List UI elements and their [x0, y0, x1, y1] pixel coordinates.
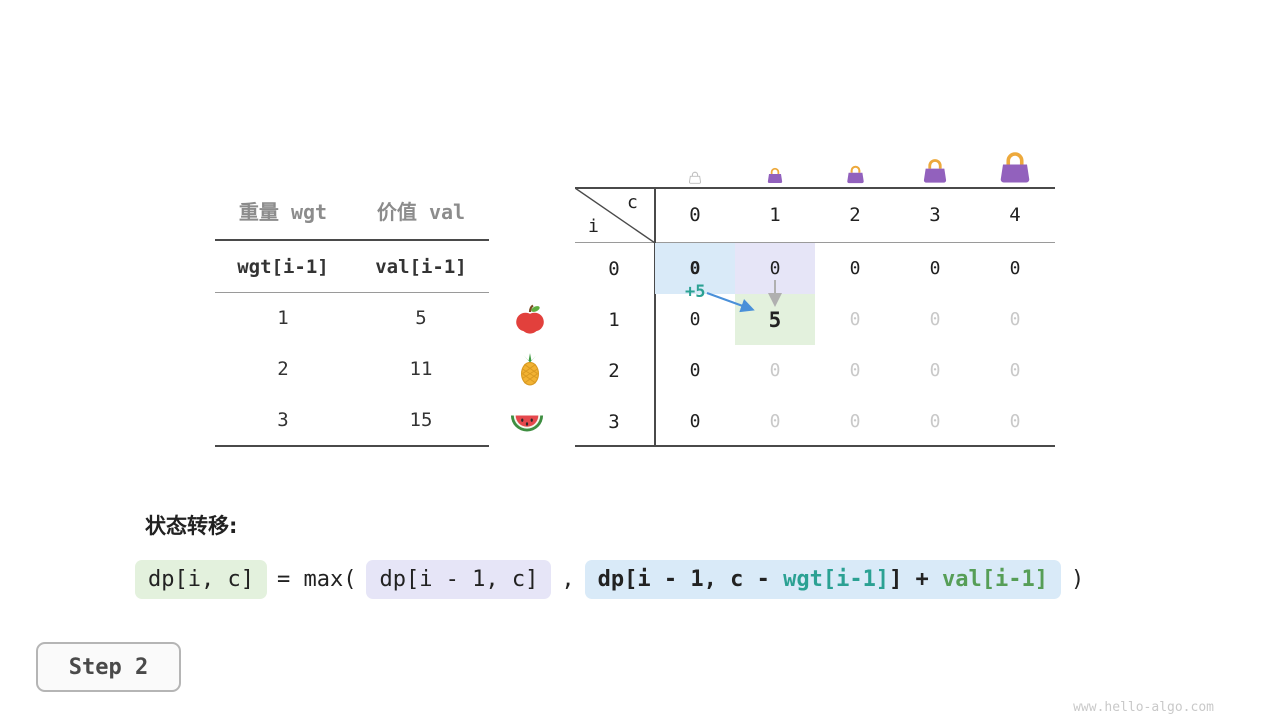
dp-cell: 0 — [929, 360, 941, 381]
dp-cell: 0 — [689, 410, 701, 432]
dp-value-grid: 0 0 0 0 0 0 5 0 0 0 0 0 0 0 0 0 0 0 0 0 — [655, 243, 1055, 446]
dp-row-label: 2 — [608, 359, 620, 382]
dp-row-label: 3 — [608, 410, 620, 433]
dp-row-labels: 0 1 2 3 — [575, 243, 653, 447]
plus-value-annotation: +5 — [685, 282, 706, 302]
dp-table-vertical-rule — [654, 188, 656, 446]
bag-icon-large — [895, 136, 975, 184]
dp-col-header: 3 — [929, 204, 941, 226]
dp-cell: 0 — [769, 360, 781, 381]
dp-cell: 0 — [1009, 258, 1021, 279]
dp-cell: 0 — [849, 258, 861, 279]
take-part-wgt: wgt[i-1] — [783, 567, 890, 592]
dp-column-headers: 0 1 2 3 4 — [655, 190, 1055, 243]
items-table-mid-rule — [215, 292, 489, 293]
formula-lhs: dp[i, c] — [135, 560, 267, 599]
dp-col-header: 0 — [689, 204, 701, 226]
items-table-bottom-rule — [215, 445, 489, 447]
item-value: 5 — [415, 307, 427, 329]
item-row-1: 1 5 — [215, 307, 489, 329]
dp-table-bottom-rule — [575, 445, 1055, 447]
dp-col-header: 1 — [769, 204, 781, 226]
item-weight: 1 — [277, 307, 289, 329]
items-table-header: 重量 wgt 价值 val — [215, 196, 489, 225]
wgt-formula-label: wgt[i-1] — [237, 256, 329, 278]
corner-row-label: i — [588, 216, 599, 237]
transition-label: 状态转移: — [145, 514, 238, 538]
dp-cell: 0 — [1009, 309, 1021, 330]
dp-cell: 0 — [849, 410, 861, 432]
dp-col-header: 2 — [849, 204, 861, 226]
formula-option-keep: dp[i - 1, c] — [366, 560, 552, 599]
dp-cell: 0 — [849, 360, 861, 381]
formula-operator: = max( — [276, 567, 357, 592]
items-table-formula-row: wgt[i-1] val[i-1] — [215, 256, 489, 278]
dp-col-header: 4 — [1009, 204, 1021, 226]
item-weight: 3 — [277, 409, 289, 431]
step-button[interactable]: Step 2 — [36, 642, 181, 692]
dp-cell: 0 — [929, 410, 941, 432]
dp-row-label: 1 — [608, 308, 620, 331]
formula-separator: , — [561, 567, 575, 592]
apple-icon — [513, 302, 547, 336]
dp-table-top-rule — [575, 187, 1055, 189]
item-value: 11 — [409, 358, 433, 380]
item-row-2: 2 11 — [215, 358, 489, 380]
dp-cell-source-above: 0 — [735, 243, 815, 294]
take-part-bracket: ] + — [889, 567, 943, 592]
dp-cell: 0 — [929, 309, 941, 330]
dp-corner-cell: c i — [575, 188, 655, 243]
item-value: 15 — [409, 409, 433, 431]
watermelon-icon — [510, 406, 544, 440]
transition-formula: dp[i, c] = max( dp[i - 1, c] , dp[i - 1,… — [135, 560, 1084, 599]
dp-cell-current: 5 — [735, 294, 815, 345]
item-row-3: 3 15 — [215, 409, 489, 431]
dp-cell: 0 — [689, 309, 701, 330]
bag-icon-small — [735, 136, 815, 184]
dp-cell: 0 — [689, 360, 701, 381]
dp-cell: 0 — [769, 410, 781, 432]
dp-cell-source-left: 0 — [655, 243, 735, 294]
watermark: www.hello-algo.com — [1073, 700, 1214, 715]
bag-icon-xlarge — [975, 136, 1055, 184]
item-weight: 2 — [277, 358, 289, 380]
pineapple-icon — [513, 352, 547, 386]
dp-cell: 0 — [1009, 410, 1021, 432]
dp-cell: 0 — [929, 258, 941, 279]
dp-cell: 0 — [1009, 360, 1021, 381]
bag-icon-medium — [815, 136, 895, 184]
weight-column-header: 重量 wgt — [238, 200, 328, 224]
empty-bag-icon — [655, 136, 735, 184]
corner-col-label: c — [627, 192, 638, 213]
dp-table-header-rule — [575, 242, 1055, 243]
dp-cell: 0 — [849, 309, 861, 330]
capacity-bags-row — [655, 136, 1055, 184]
value-column-header: 价值 val — [376, 200, 466, 224]
take-part-val: val[i-1] — [942, 567, 1049, 592]
formula-option-take: dp[i - 1, c - wgt[i-1]] + val[i-1] — [584, 560, 1062, 599]
val-formula-label: val[i-1] — [375, 256, 467, 278]
dp-row-label: 0 — [608, 257, 620, 280]
formula-close-paren: ) — [1071, 567, 1085, 592]
items-table-top-rule — [215, 239, 489, 241]
take-part-dp: dp[i - 1, c - — [597, 567, 784, 592]
